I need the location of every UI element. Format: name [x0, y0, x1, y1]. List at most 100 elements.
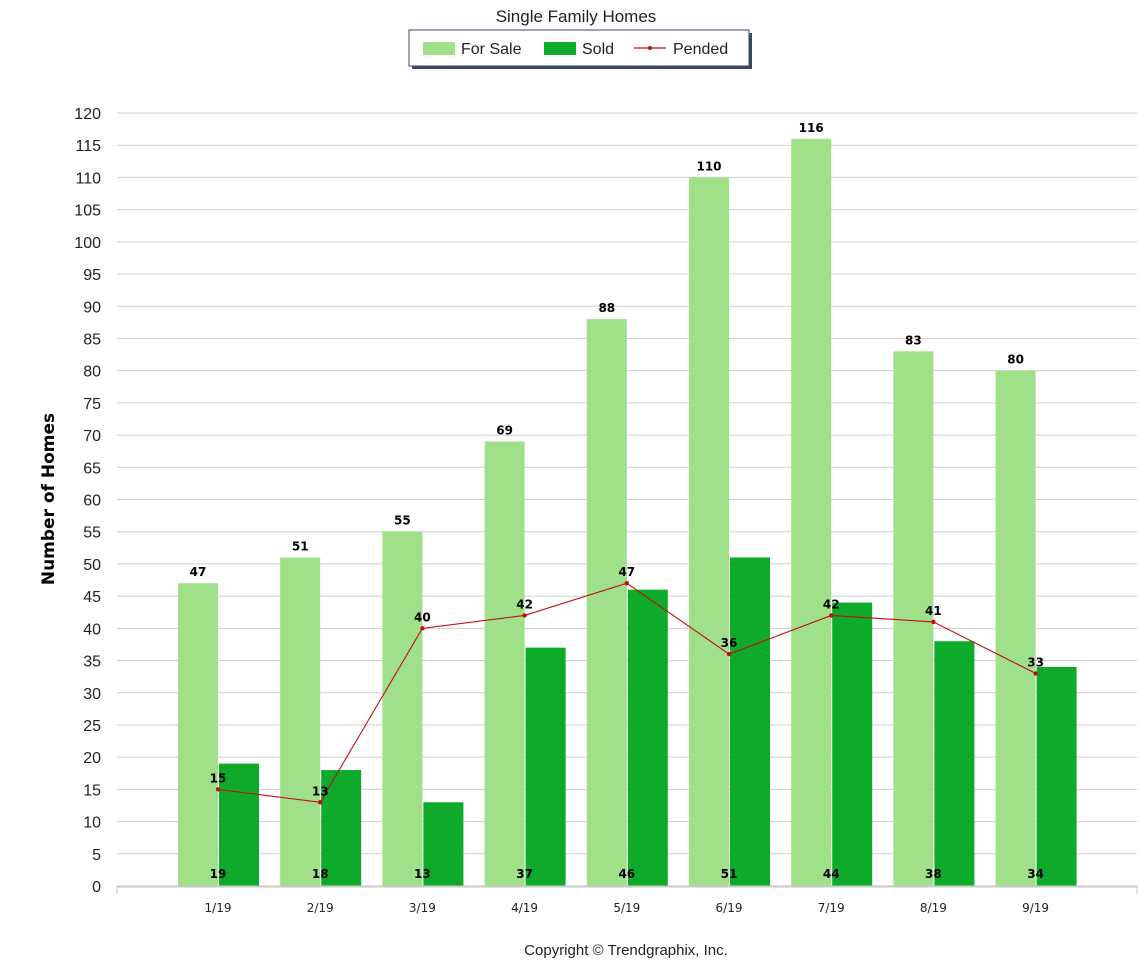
data-label-sold: 38: [925, 867, 942, 881]
y-tick-label: 45: [83, 589, 101, 606]
data-label-sold: 19: [210, 867, 227, 881]
pended-point: [522, 613, 527, 618]
gridlines: [117, 112, 1137, 855]
y-tick-label: 85: [83, 331, 101, 348]
bar-for-sale: [995, 370, 1036, 887]
y-axis-label: Number of Homes: [39, 413, 59, 585]
x-tick-label: 1/19: [205, 901, 232, 915]
data-label-sold: 51: [721, 867, 738, 881]
bar-for-sale: [484, 441, 525, 886]
pended-point: [420, 626, 425, 631]
data-label-for-sale: 51: [292, 539, 309, 553]
bars: [178, 138, 1077, 887]
bar-for-sale: [178, 583, 218, 886]
data-label-sold: 37: [516, 867, 533, 881]
data-label-pended: 42: [516, 597, 533, 611]
data-label-sold: 46: [618, 867, 635, 881]
bar-sold: [832, 602, 873, 886]
bar-sold: [525, 647, 566, 886]
bar-sold: [423, 802, 464, 886]
bar-sold: [934, 641, 975, 886]
data-label-for-sale: 55: [394, 514, 411, 528]
bar-sold: [730, 557, 770, 886]
legend-marker-pended: [648, 46, 652, 50]
y-axis-ticks: 0 5 10 15 20 25 30 35 40 45 50 55 60 65 70 75 80 85 90 95 10…: [74, 106, 101, 896]
bar-for-sale: [893, 351, 934, 886]
copyright-text: Copyright © Trendgraphix, Inc.: [524, 942, 728, 959]
pended-point: [215, 787, 221, 792]
bar-for-sale: [689, 177, 729, 886]
pended-point: [624, 581, 629, 586]
x-tick-label: 3/19: [409, 901, 436, 915]
data-label-pended: 42: [823, 597, 840, 611]
bar-for-sale: [280, 557, 321, 886]
data-label-pended: 13: [312, 784, 329, 798]
chart-title: Single Family Homes: [496, 7, 657, 26]
data-label-for-sale: 47: [190, 565, 207, 579]
x-tick-label: 6/19: [716, 901, 743, 915]
x-tick-label: 5/19: [613, 901, 640, 915]
bar-for-sale: [791, 138, 832, 886]
bar-sold: [627, 589, 668, 886]
data-label-pended: 15: [210, 771, 227, 785]
y-tick-label: 40: [83, 621, 101, 638]
bar-for-sale: [382, 531, 423, 886]
legend: For Sale Sold Pended: [408, 29, 752, 69]
pended-point: [726, 651, 732, 657]
data-label-for-sale: 116: [799, 121, 824, 135]
data-label-pended: 47: [618, 565, 635, 579]
y-tick-label: 115: [75, 138, 101, 155]
y-tick-label: 110: [75, 170, 101, 187]
legend-label-for-sale: For Sale: [461, 41, 522, 58]
y-tick-label: 0: [92, 879, 101, 896]
x-axis: 1/19 2/19 3/19 4/19 5/19 6/19 7/19 8/19 9/19: [116, 885, 1138, 915]
data-label-sold: 18: [312, 867, 329, 881]
y-tick-label: 55: [83, 525, 101, 542]
data-label-pended: 36: [721, 636, 738, 650]
x-tick-label: 2/19: [307, 901, 334, 915]
data-label-sold: 13: [414, 867, 431, 881]
y-tick-label: 65: [83, 460, 101, 477]
legend-swatch-for-sale: [423, 42, 455, 55]
pended-point: [318, 800, 323, 805]
x-tick-label: 7/19: [818, 901, 845, 915]
data-label-for-sale: 80: [1007, 353, 1024, 367]
data-label-sold: 34: [1027, 867, 1044, 881]
y-tick-label: 25: [83, 718, 101, 735]
data-label-for-sale: 88: [598, 301, 615, 315]
y-tick-label: 70: [83, 428, 101, 445]
data-label-pended: 41: [925, 604, 942, 618]
data-label-pended: 40: [414, 610, 431, 624]
y-tick-label: 20: [83, 750, 101, 767]
y-tick-label: 95: [83, 267, 101, 284]
bar-sold: [219, 763, 259, 886]
y-tick-label: 90: [83, 299, 101, 316]
pended-line: [215, 581, 1038, 805]
pended-point: [829, 613, 834, 618]
data-label-for-sale: 110: [696, 159, 721, 173]
y-tick-label: 60: [83, 493, 101, 510]
data-label-for-sale: 69: [496, 424, 513, 438]
data-labels: 47 19 51 18 55 13 69 37 88 46 110 51 116 44 83 38 80 34 15…: [190, 121, 1044, 881]
legend-label-sold: Sold: [582, 41, 614, 58]
y-tick-label: 15: [83, 782, 101, 799]
pended-point: [1033, 671, 1038, 676]
data-label-sold: 44: [823, 867, 840, 881]
y-tick-label: 120: [74, 106, 101, 123]
y-tick-label: 100: [74, 235, 101, 252]
bar-for-sale: [586, 319, 627, 887]
y-tick-label: 75: [83, 396, 101, 413]
legend-box: [408, 29, 750, 67]
y-tick-label: 80: [83, 364, 101, 381]
legend-swatch-sold: [544, 42, 576, 55]
data-label-pended: 33: [1027, 655, 1044, 669]
y-tick-label: 105: [74, 203, 101, 220]
x-tick-label: 9/19: [1022, 901, 1049, 915]
pended-point: [931, 619, 936, 625]
legend-label-pended: Pended: [673, 41, 728, 58]
data-label-for-sale: 83: [905, 333, 922, 347]
bar-sold: [1036, 666, 1077, 886]
x-tick-label: 4/19: [511, 901, 538, 915]
y-tick-label: 30: [83, 686, 101, 703]
